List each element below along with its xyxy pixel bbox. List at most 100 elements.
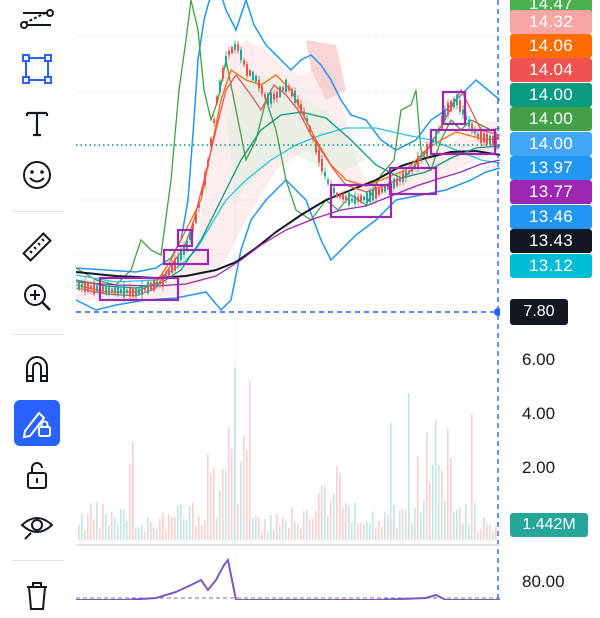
candle-body: [204, 172, 206, 186]
rectangle-drawing-7[interactable]: [441, 90, 467, 126]
volume-bar: [153, 527, 155, 540]
stay-in-drawing-mode-button[interactable]: [14, 400, 60, 446]
volume-bar: [396, 528, 398, 540]
upper-band-line: [76, 0, 500, 273]
volume-bar: [402, 509, 404, 540]
volume-bar: [222, 468, 224, 540]
emoji-tool-icon: [23, 161, 51, 189]
volume-bar: [435, 420, 437, 540]
candle-body: [96, 285, 98, 292]
zoom-in-button[interactable]: [14, 274, 60, 320]
candle-body: [210, 138, 212, 146]
candle-body: [81, 283, 83, 288]
candle-body: [78, 281, 80, 290]
candle-body: [363, 196, 365, 200]
volume-bar: [306, 509, 308, 540]
candle-body: [468, 119, 470, 127]
volume-axis-label: 6.00: [522, 350, 556, 369]
rectangle-tool-button[interactable]: [14, 46, 60, 92]
candle-body: [153, 279, 155, 291]
volume-bar: [432, 464, 434, 540]
candle-body: [201, 190, 203, 195]
rectangle-drawing-1[interactable]: [98, 276, 180, 302]
crosshair-price-label: 7.80: [510, 299, 568, 325]
candle-body: [471, 123, 473, 132]
volume-bar: [90, 502, 92, 540]
volume-bar: [315, 510, 317, 540]
text-tool-button[interactable]: [14, 100, 60, 146]
volume-bar: [372, 511, 374, 540]
trash-icon: [27, 582, 47, 610]
volume-bar: [279, 524, 281, 540]
price-tag: 13.46: [510, 205, 592, 229]
rectangle-drawing-2[interactable]: [162, 248, 210, 266]
toolbar-divider: [12, 211, 64, 212]
rectangle-drawing-3[interactable]: [176, 228, 194, 248]
volume-bar: [96, 502, 98, 540]
volume-bar: [291, 507, 293, 540]
volume-bar: [213, 468, 215, 540]
candle-body: [336, 192, 338, 198]
rectangle-drawings[interactable]: [98, 90, 497, 302]
volume-bar: [78, 524, 80, 540]
drawing-toolbar: [0, 0, 76, 610]
candle-body: [129, 286, 131, 297]
volume-bar: [333, 493, 335, 540]
trend-line-tools-button[interactable]: [14, 0, 60, 46]
candle-body: [333, 187, 335, 194]
volume-bar: [357, 523, 359, 540]
lock-all-drawings-button[interactable]: [14, 452, 60, 498]
candle-body: [189, 231, 191, 241]
candle-body: [402, 172, 404, 182]
volume-bar: [420, 512, 422, 540]
candle-body: [411, 168, 413, 172]
lock-drawing-icon: [22, 411, 51, 439]
candle-body: [387, 184, 389, 190]
volume-bar: [303, 511, 305, 540]
rectangle-drawing-4[interactable]: [329, 183, 393, 219]
hide-drawings-button[interactable]: [14, 502, 60, 548]
candle-body: [408, 170, 410, 174]
volume-bar: [441, 470, 443, 540]
candle-body: [102, 286, 104, 293]
price-tag: 14.04: [510, 58, 592, 82]
eye-icon: [20, 517, 54, 540]
candle-body: [315, 141, 317, 153]
remove-drawings-button[interactable]: [14, 572, 60, 618]
volume-bar: [339, 473, 341, 540]
volume-bar: [297, 524, 299, 540]
volume-bar: [444, 500, 446, 540]
candle-body: [267, 93, 269, 106]
candle-body: [234, 44, 236, 50]
candle-body: [450, 100, 452, 112]
candle-body: [162, 274, 164, 287]
candle-body: [213, 119, 215, 123]
candle-body: [360, 195, 362, 203]
magnet-mode-button[interactable]: [14, 346, 60, 392]
magnet-icon: [26, 356, 48, 382]
price-chart[interactable]: [76, 0, 500, 600]
candle-body: [348, 192, 350, 206]
volume-bar: [300, 528, 302, 540]
candle-body: [144, 287, 146, 291]
emoji-tool-button[interactable]: [14, 152, 60, 198]
candle-body: [384, 185, 386, 192]
candle-body: [447, 102, 449, 116]
purple-line: [76, 159, 500, 287]
rectangle-drawing-6[interactable]: [429, 128, 497, 156]
volume-bar: [456, 509, 458, 540]
volume-bar: [330, 500, 332, 540]
chart-pane[interactable]: [76, 0, 500, 600]
rectangle-drawing-5[interactable]: [388, 166, 438, 196]
crosshair-point[interactable]: [494, 308, 500, 316]
candle-body: [225, 56, 227, 63]
ruler-tool-button[interactable]: [14, 224, 60, 270]
volume-bar: [312, 518, 314, 540]
candle-body: [414, 164, 416, 168]
volume-bar: [417, 456, 419, 540]
unlock-icon: [27, 462, 47, 489]
price-scale[interactable]: 14.47 14.32 14.06 14.04 14.00 14.00 14.00 13.97…: [500, 0, 600, 600]
volume-bar: [177, 505, 179, 540]
volume-bar: [204, 520, 206, 540]
candle-body: [474, 130, 476, 134]
